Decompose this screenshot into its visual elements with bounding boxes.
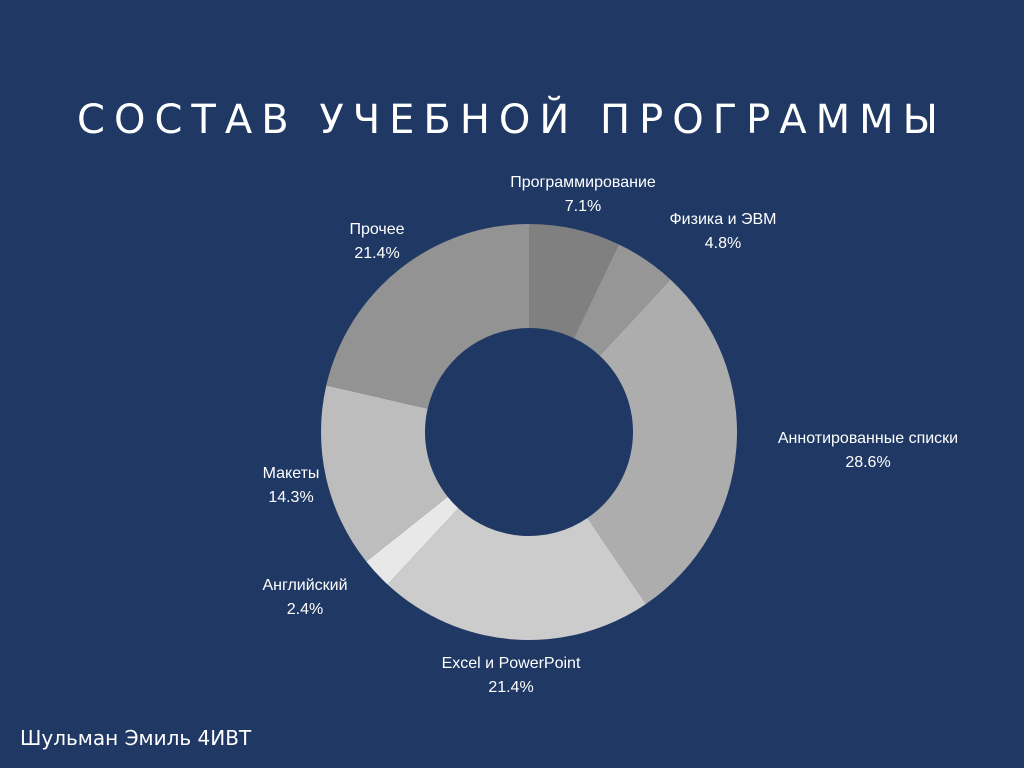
donut-slice [366,496,459,585]
slide-title: СОСТАВ УЧЕБНОЙ ПРОГРАММЫ [77,97,947,143]
slice-category-label: Программирование [510,174,656,191]
donut-slice [326,224,529,409]
donut-slice [587,279,737,605]
slice-category-label: Excel и PowerPoint [442,655,581,672]
donut-slice [529,224,619,339]
donut-slices [321,224,737,640]
slice-category-label: Физика и ЭВМ [670,211,777,228]
slice-category-label: Макеты [263,465,320,482]
slice-category-label: Английский [262,577,347,594]
donut-slice [387,508,646,640]
author-name: Шульман Эмиль 4ИВТ [20,726,252,750]
slice-percent-label: 2.4% [287,601,323,618]
slice-percent-label: 4.8% [705,235,741,252]
slice-percent-label: 21.4% [488,679,533,696]
slice-percent-label: 28.6% [845,454,890,471]
donut-slice [573,244,671,356]
slice-percent-label: 14.3% [268,489,313,506]
donut-slice [321,385,448,562]
slice-percent-label: 21.4% [354,245,399,262]
donut-labels: Программирование 7.1% Физика и ЭВМ 4.8% Анно… [262,174,958,696]
slice-percent-label: 7.1% [565,198,601,215]
slice-category-label: Аннотированные списки [778,430,958,447]
slice-category-label: Прочее [349,221,404,238]
